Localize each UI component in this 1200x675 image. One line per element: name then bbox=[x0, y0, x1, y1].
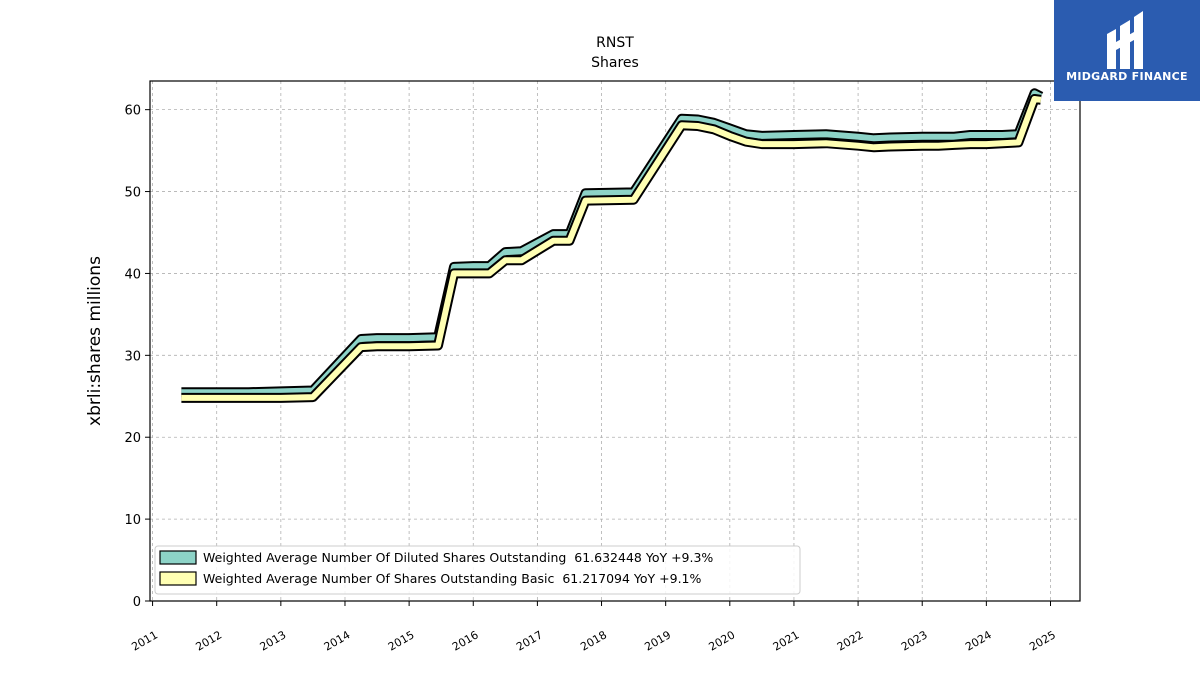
y-tick-label: 0 bbox=[133, 595, 141, 610]
x-tick-label: 2021 bbox=[771, 628, 802, 653]
y-tick-label: 40 bbox=[124, 267, 141, 282]
x-tick-label: 2023 bbox=[899, 628, 930, 653]
series-line-diluted bbox=[181, 90, 1043, 396]
x-tick-label: 2012 bbox=[193, 628, 224, 653]
x-tick-label: 2020 bbox=[707, 628, 738, 653]
x-tick-label: 2013 bbox=[258, 628, 289, 653]
x-tick-label: 2017 bbox=[514, 628, 545, 653]
series-lines bbox=[181, 88, 1044, 403]
y-tick-label: 20 bbox=[124, 431, 141, 446]
midgard-finance-logo: MIDGARD FINANCE bbox=[1054, 0, 1200, 101]
x-tick-label: 2019 bbox=[642, 628, 673, 653]
x-tick-label: 2024 bbox=[963, 628, 994, 653]
x-tick-label: 2011 bbox=[129, 628, 160, 653]
x-tick-label: 2022 bbox=[835, 628, 866, 653]
legend-swatch-diluted bbox=[159, 550, 197, 565]
y-ticks: 0 10 20 30 40 50 60 bbox=[124, 104, 150, 610]
y-tick-label: 50 bbox=[124, 186, 141, 201]
x-tick-label: 2014 bbox=[322, 628, 353, 653]
x-ticks: 2011 2012 2013 2014 2015 2016 2017 2018 2019 2020… bbox=[129, 601, 1058, 654]
y-tick-label: 10 bbox=[124, 513, 141, 528]
legend-swatch-basic bbox=[159, 571, 197, 586]
legend-box bbox=[154, 545, 801, 595]
chart-subtitle: Shares bbox=[591, 55, 639, 71]
grid bbox=[150, 81, 1080, 602]
legend: Weighted Average Number Of Diluted Share… bbox=[154, 545, 801, 595]
y-axis-label: xbrli:shares millions bbox=[85, 256, 105, 426]
y-tick-label: 60 bbox=[124, 104, 141, 119]
legend-label-diluted: Weighted Average Number Of Diluted Share… bbox=[203, 550, 713, 565]
x-tick-label: 2016 bbox=[450, 628, 481, 653]
x-tick-label: 2015 bbox=[386, 628, 417, 653]
plot-frame bbox=[149, 80, 1081, 602]
legend-label-basic: Weighted Average Number Of Shares Outsta… bbox=[203, 571, 701, 586]
logo-text: MIDGARD FINANCE bbox=[1066, 70, 1188, 83]
x-tick-label: 2018 bbox=[578, 628, 609, 653]
y-tick-label: 30 bbox=[124, 349, 141, 364]
chart-title: RNST bbox=[596, 35, 634, 51]
x-tick-label: 2025 bbox=[1027, 628, 1058, 653]
logo-mark-icon bbox=[1107, 11, 1143, 69]
series-line-basic bbox=[181, 96, 1042, 401]
